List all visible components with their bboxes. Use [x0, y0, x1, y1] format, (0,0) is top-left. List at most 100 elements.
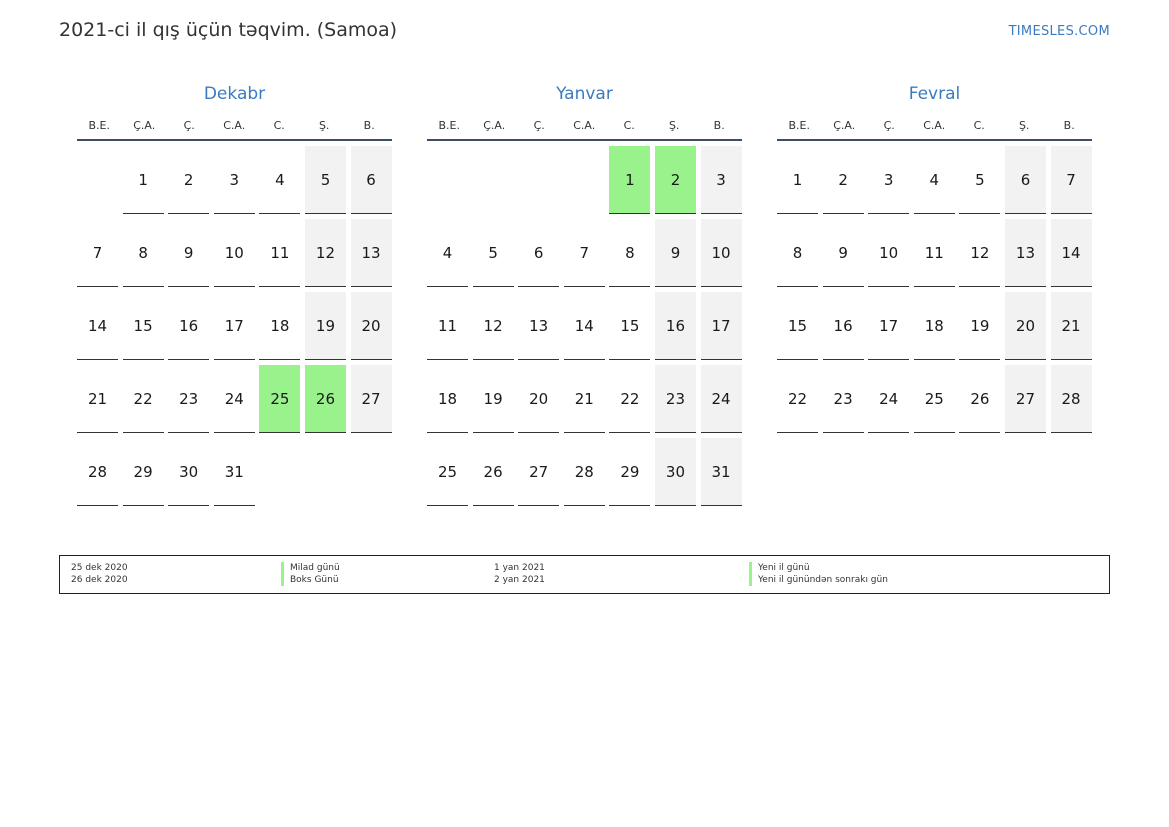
day-cell: 4: [427, 219, 468, 287]
weekend-day-cell: 21: [1050, 292, 1092, 360]
day-cell: 9: [168, 219, 210, 287]
day-cell: 19: [472, 365, 514, 433]
weekend-day-cell: 20: [1004, 292, 1046, 360]
day-cell: 23: [168, 365, 210, 433]
weekend-day-cell: 5: [304, 146, 346, 214]
day-cell: 6: [518, 219, 560, 287]
holiday-day-cell: 1: [609, 146, 651, 214]
legend-date: 26 dek 2020: [71, 575, 128, 585]
month-name: Yanvar: [556, 84, 613, 104]
weekday-label: B.E.: [88, 119, 110, 132]
day-cell: 18: [427, 365, 468, 433]
weekday-label: Ç.A.: [833, 119, 856, 132]
day-cell: 18: [259, 292, 301, 360]
day-cell: 28: [77, 438, 118, 506]
day-cell: 12: [959, 219, 1001, 287]
weekend-day-cell: 10: [700, 219, 742, 287]
weekday-header: B.E. Ç.A. Ç. C.A. C. Ş. B.: [427, 108, 742, 141]
day-cell: 13: [518, 292, 560, 360]
day-cell: 27: [518, 438, 560, 506]
weekday-header: B.E. Ç.A. Ç. C.A. C. Ş. B.: [777, 108, 1092, 141]
day-cell: 15: [122, 292, 164, 360]
weekday-label: C.A.: [223, 119, 246, 132]
weekend-day-cell: 19: [304, 292, 346, 360]
legend-holiday-name: Milad günü: [281, 562, 340, 574]
day-cell: 23: [822, 365, 864, 433]
day-cell: 22: [777, 365, 818, 433]
day-cell: 7: [77, 219, 118, 287]
day-cell: 10: [213, 219, 255, 287]
weekend-day-cell: 14: [1050, 219, 1092, 287]
legend-date: 1 yan 2021: [494, 563, 545, 573]
holiday-legend: 25 dek 2020 Milad günü 26 dek 2020 Boks …: [59, 555, 1110, 594]
day-cell: 18: [913, 292, 955, 360]
weekend-day-cell: 30: [654, 438, 696, 506]
site-link[interactable]: TIMESLES.COM: [1008, 24, 1110, 39]
empty-day-cell: [77, 146, 118, 214]
weekend-day-cell: 6: [1004, 146, 1046, 214]
weekend-day-cell: 3: [700, 146, 742, 214]
day-cell: 25: [913, 365, 955, 433]
day-cell: 8: [777, 219, 818, 287]
weekday-label: B.: [363, 119, 375, 132]
weekend-day-cell: 13: [350, 219, 392, 287]
day-cell: 22: [609, 365, 651, 433]
day-cell: 2: [168, 146, 210, 214]
day-cell: 29: [122, 438, 164, 506]
day-cell: 29: [609, 438, 651, 506]
day-cell: 1: [777, 146, 818, 214]
page-title: 2021-ci il qış üçün təqvim. (Samoa): [59, 19, 398, 41]
weekday-label: Ş.: [1018, 119, 1030, 132]
legend-holiday-name: Yeni il günü: [749, 562, 810, 574]
day-cell: 25: [427, 438, 468, 506]
day-cell: 11: [913, 219, 955, 287]
day-cell: 21: [563, 365, 605, 433]
weekday-label: Ç.: [883, 119, 895, 132]
day-cell: 16: [822, 292, 864, 360]
weekend-day-cell: 12: [304, 219, 346, 287]
holiday-day-cell: 25: [259, 365, 301, 433]
holiday-day-cell: 26: [304, 365, 346, 433]
day-cell: 26: [472, 438, 514, 506]
holiday-day-cell: 2: [654, 146, 696, 214]
weekend-day-cell: 16: [654, 292, 696, 360]
day-cell: 22: [122, 365, 164, 433]
weekend-day-cell: 28: [1050, 365, 1092, 433]
day-cell: 24: [213, 365, 255, 433]
day-cell: 11: [259, 219, 301, 287]
day-cell: 15: [777, 292, 818, 360]
weekday-label: C.: [623, 119, 635, 132]
weekday-label: B.: [1063, 119, 1075, 132]
weekday-label: Ç.A.: [133, 119, 156, 132]
weekday-label: B.: [713, 119, 725, 132]
day-cell: 31: [213, 438, 255, 506]
weekend-day-cell: 27: [1004, 365, 1046, 433]
weekday-label: Ş.: [318, 119, 330, 132]
empty-day-cell: [518, 146, 559, 214]
day-cell: 15: [609, 292, 651, 360]
weekday-label: Ç.: [183, 119, 195, 132]
day-cell: 4: [913, 146, 955, 214]
weekend-day-cell: 9: [654, 219, 696, 287]
weekday-label: C.A.: [573, 119, 596, 132]
day-cell: 28: [563, 438, 605, 506]
day-grid: 1 2 3 4 5 6 7 8 9 10 11 12 13 14 15 16 17 18 19 20 21 22 23 24 2…: [77, 146, 392, 506]
day-cell: 24: [868, 365, 910, 433]
weekday-label: C.: [273, 119, 285, 132]
weekday-label: C.: [973, 119, 985, 132]
day-cell: 26: [959, 365, 1001, 433]
day-cell: 19: [959, 292, 1001, 360]
day-cell: 4: [259, 146, 301, 214]
empty-day-cell: [427, 146, 468, 214]
day-cell: 8: [609, 219, 651, 287]
day-cell: 8: [122, 219, 164, 287]
weekend-day-cell: 17: [700, 292, 742, 360]
weekend-day-cell: 6: [350, 146, 392, 214]
weekend-day-cell: 20: [350, 292, 392, 360]
legend-date: 25 dek 2020: [71, 563, 128, 573]
weekday-label: C.A.: [923, 119, 946, 132]
empty-day-cell: [564, 146, 605, 214]
